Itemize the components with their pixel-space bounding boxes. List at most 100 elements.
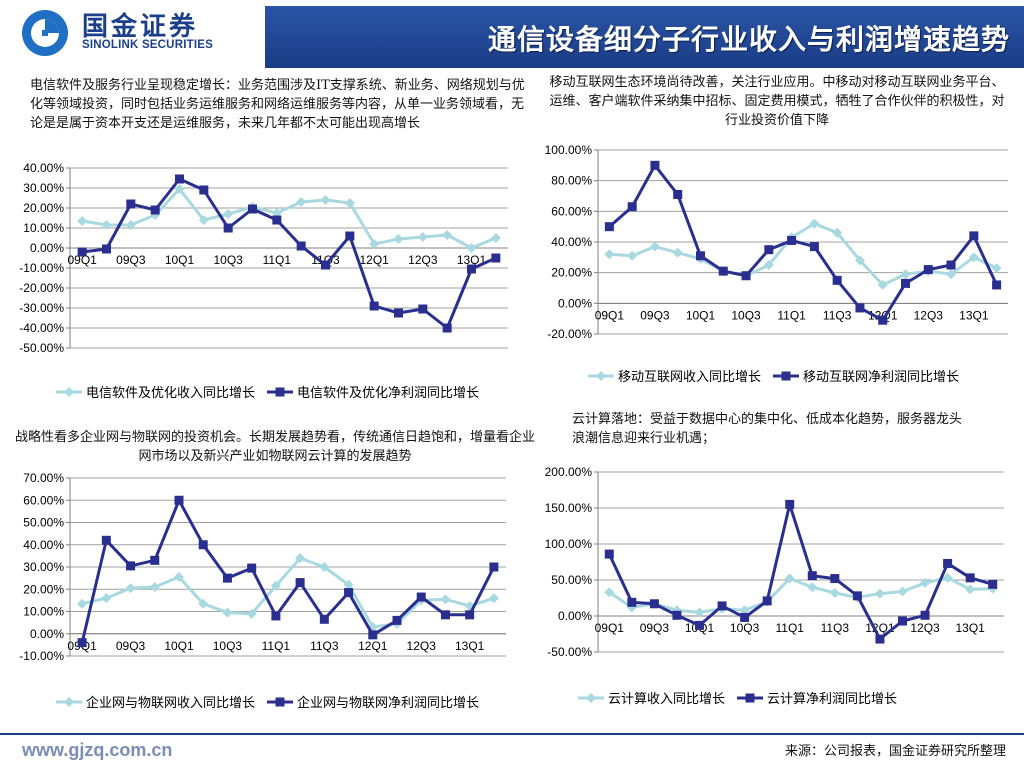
legend-label: 企业网与物联网收入同比增长 bbox=[86, 695, 255, 710]
data-point bbox=[946, 260, 956, 270]
data-point bbox=[830, 574, 840, 584]
legend-marker bbox=[596, 371, 606, 381]
data-point bbox=[694, 607, 705, 618]
x-tick-label: 12Q1 bbox=[359, 253, 389, 267]
data-point bbox=[246, 608, 257, 619]
y-tick-label: 40.00% bbox=[23, 161, 64, 175]
data-point bbox=[898, 616, 907, 626]
logo-name-en: SINOLINK SECURITIES bbox=[82, 39, 213, 51]
data-point bbox=[968, 252, 979, 263]
data-point bbox=[900, 269, 911, 280]
data-point bbox=[969, 231, 979, 241]
chart-svg: -50.00% -40.00% -30.00% -20.00% -10.00% 0.00%… bbox=[19, 161, 508, 400]
x-tick-label: 12Q3 bbox=[910, 621, 940, 635]
data-point bbox=[222, 607, 233, 618]
data-point bbox=[649, 241, 660, 252]
header: 国金证券 SINOLINK SECURITIES 通信设备细分子行业收入与利润增… bbox=[0, 0, 1024, 68]
y-tick-label: -20.00% bbox=[19, 281, 64, 295]
y-tick-label: 10.00% bbox=[23, 221, 64, 235]
data-point bbox=[101, 220, 112, 230]
x-tick-label: 10Q3 bbox=[731, 308, 761, 322]
data-point bbox=[77, 216, 88, 226]
data-point bbox=[991, 263, 1002, 274]
data-point bbox=[321, 260, 330, 270]
x-tick-label: 10Q3 bbox=[730, 621, 760, 635]
data-point bbox=[829, 587, 840, 598]
y-tick-label: -30.00% bbox=[19, 301, 64, 315]
x-tick-label: 12Q1 bbox=[358, 639, 388, 653]
data-point bbox=[416, 592, 426, 602]
y-tick-label: 200.00% bbox=[545, 465, 593, 479]
y-tick-label: 70.00% bbox=[23, 471, 64, 485]
x-tick-label: 11Q3 bbox=[823, 308, 852, 322]
x-tick-label: 10Q3 bbox=[213, 639, 243, 653]
data-point bbox=[832, 275, 842, 285]
y-tick-label: 20.00% bbox=[23, 582, 64, 596]
footer-source: 来源：公司报表，国金证券研究所整理 bbox=[784, 744, 1006, 759]
data-point bbox=[739, 605, 750, 616]
data-point bbox=[466, 243, 477, 253]
data-point bbox=[369, 301, 379, 311]
chart-mobile-internet: -20.00% 0.00% 20.00% 40.00% 60.00% 80.00% 100.… bbox=[540, 138, 1020, 400]
x-tick-label: 13Q1 bbox=[457, 253, 487, 267]
y-tick-label: 30.00% bbox=[23, 560, 64, 574]
data-point bbox=[627, 597, 637, 607]
data-point bbox=[198, 598, 209, 609]
y-tick-label: 100.00% bbox=[545, 143, 593, 157]
data-point bbox=[223, 209, 234, 219]
y-tick-label: -50.00% bbox=[547, 645, 592, 659]
data-point bbox=[174, 572, 184, 583]
data-point bbox=[787, 235, 797, 245]
data-point bbox=[198, 540, 208, 550]
data-point bbox=[649, 599, 659, 609]
data-point bbox=[367, 622, 378, 633]
data-point bbox=[874, 588, 885, 599]
data-point bbox=[394, 308, 403, 318]
data-point bbox=[295, 578, 305, 588]
chart-enterprise-iot: -10.00% 0.00% 10.00% 20.00% 30.00% 40.00% 50.0… bbox=[8, 468, 518, 726]
data-point bbox=[604, 249, 615, 260]
data-point bbox=[101, 535, 111, 545]
legend-label: 移动互联网净利润同比增长 bbox=[803, 369, 959, 384]
data-point bbox=[764, 245, 774, 255]
data-point bbox=[650, 160, 660, 170]
x-tick-label: 09Q1 bbox=[595, 621, 625, 635]
data-point bbox=[319, 614, 329, 624]
data-point bbox=[604, 222, 614, 232]
data-point bbox=[741, 271, 751, 281]
data-point bbox=[102, 244, 111, 254]
legend-marker bbox=[781, 371, 791, 381]
x-tick-label: 12Q1 bbox=[868, 308, 898, 322]
data-point bbox=[248, 204, 257, 214]
data-point bbox=[150, 555, 160, 565]
x-tick-label: 12Q3 bbox=[914, 308, 944, 322]
y-tick-label: -20.00% bbox=[547, 327, 592, 341]
data-point bbox=[627, 250, 638, 261]
data-point bbox=[344, 198, 355, 208]
data-point bbox=[901, 278, 910, 288]
data-point bbox=[946, 269, 957, 280]
data-point bbox=[77, 638, 87, 648]
y-tick-label: 40.00% bbox=[23, 538, 64, 552]
description-cloud-computing: 云计算落地：受益于数据中心的集中化、低成本化趋势，服务器龙头浪潮信息迎来行业机遇… bbox=[572, 412, 963, 446]
legend-label: 企业网与物联网净利润同比增长 bbox=[297, 695, 479, 710]
data-point bbox=[320, 195, 331, 205]
y-tick-label: 0.00% bbox=[30, 241, 64, 255]
data-point bbox=[762, 596, 772, 606]
y-tick-label: 60.00% bbox=[23, 493, 64, 507]
legend-label: 电信软件及优化收入同比增长 bbox=[86, 385, 255, 400]
data-point bbox=[174, 184, 185, 194]
data-point bbox=[923, 265, 933, 275]
x-tick-label: 11Q1 bbox=[775, 621, 804, 635]
y-tick-label: -40.00% bbox=[19, 321, 64, 335]
data-point bbox=[393, 234, 404, 244]
data-point bbox=[604, 587, 615, 598]
legend-marker bbox=[586, 693, 596, 703]
data-point bbox=[920, 577, 931, 588]
y-tick-label: -10.00% bbox=[19, 649, 64, 663]
data-point bbox=[809, 242, 819, 252]
data-point bbox=[272, 215, 282, 225]
data-point bbox=[296, 197, 307, 207]
data-point bbox=[673, 189, 683, 199]
footer-url[interactable]: www.gjzq.com.cn bbox=[22, 740, 173, 760]
